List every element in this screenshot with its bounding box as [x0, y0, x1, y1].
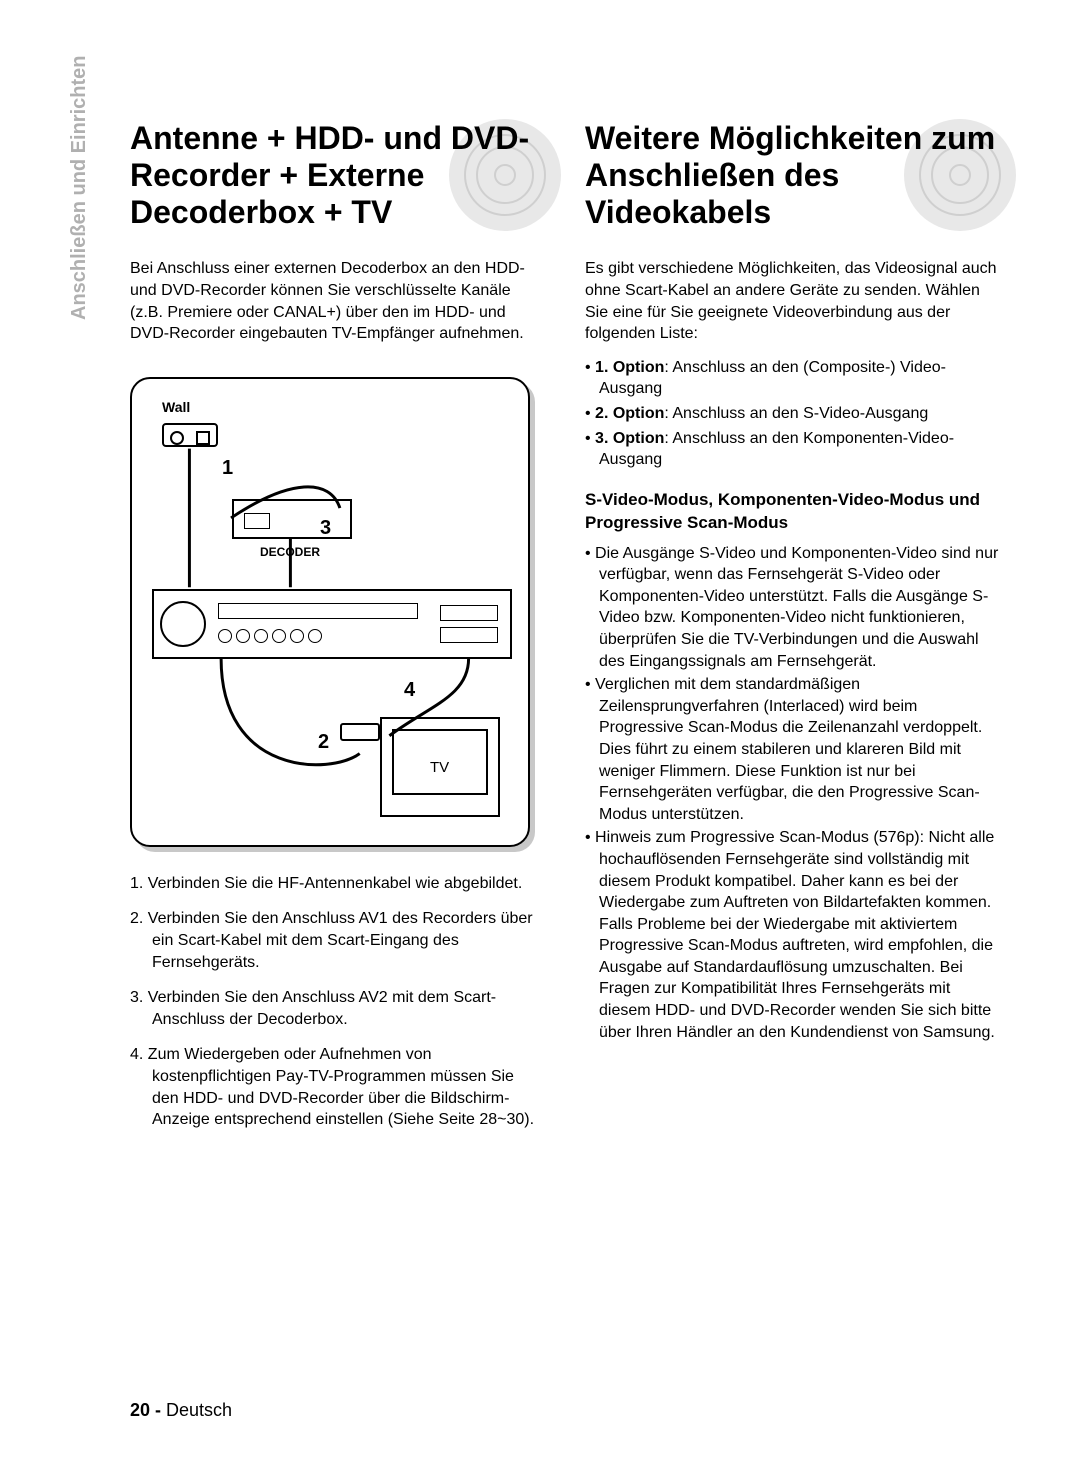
step-4: 4. Zum Wiedergeben oder Aufnehmen von ko… [130, 1044, 545, 1130]
fig-tv-label: TV [430, 759, 449, 776]
option-3: • 3. Option: Anschluss an den Komponente… [585, 428, 1000, 471]
fig-wall-label: Wall [162, 399, 190, 415]
sv-bullet-2-text: Verglichen mit dem standardmäßigen Zeile… [595, 676, 982, 823]
option-1: • 1. Option: Anschluss an den (Composite… [585, 357, 1000, 400]
step-1: 1. Verbinden Sie die HF-Antennenkabel wi… [130, 873, 545, 895]
left-title: Antenne + HDD- und DVD-Recorder + Extern… [130, 120, 545, 230]
left-heading: Antenne + HDD- und DVD-Recorder + Extern… [130, 120, 545, 230]
sv-bullet-1: • Die Ausgänge S-Video und Komponenten-V… [585, 543, 1000, 673]
sv-bullets: • Die Ausgänge S-Video und Komponenten-V… [585, 543, 1000, 1044]
option-2-text: : Anschluss an den S-Video-Ausgang [664, 405, 928, 422]
callout-4: 4 [404, 679, 415, 702]
sv-bullet-3: • Hinweis zum Progressive Scan-Modus (57… [585, 827, 1000, 1043]
step-3: 3. Verbinden Sie den Anschluss AV2 mit d… [130, 987, 545, 1030]
connection-diagram: Wall DECODER TV 1 [130, 377, 530, 847]
page-number: 20 - [130, 1400, 161, 1420]
step-2: 2. Verbinden Sie den Anschluss AV1 des R… [130, 908, 545, 973]
callout-2: 2 [318, 731, 329, 754]
option-1-label: 1. Option [595, 359, 664, 376]
right-title: Weitere Möglichkeiten zum Anschließen de… [585, 120, 1000, 230]
left-steps: 1. Verbinden Sie die HF-Antennenkabel wi… [130, 873, 545, 1131]
sv-bullet-1-text: Die Ausgänge S-Video und Komponenten-Vid… [595, 545, 998, 670]
tv-icon: TV [380, 717, 500, 817]
callout-1: 1 [222, 457, 233, 480]
sv-bullet-3-text: Hinweis zum Progressive Scan-Modus (576p… [595, 829, 995, 1040]
option-2-label: 2. Option [595, 405, 664, 422]
left-intro: Bei Anschluss einer externen Decoderbox … [130, 258, 545, 344]
right-heading: Weitere Möglichkeiten zum Anschließen de… [585, 120, 1000, 230]
page-footer: 20 - Deutsch [130, 1400, 232, 1421]
recorder-icon [152, 589, 512, 659]
right-column: Weitere Möglichkeiten zum Anschließen de… [585, 120, 1000, 1145]
wall-outlet-icon [162, 423, 218, 447]
fig-decoder-label: DECODER [260, 545, 320, 559]
option-3-label: 3. Option [595, 430, 664, 447]
section-tab: Anschließen und Einrichten [68, 56, 91, 320]
option-2: • 2. Option: Anschluss an den S-Video-Au… [585, 403, 1000, 425]
left-column: Antenne + HDD- und DVD-Recorder + Extern… [130, 120, 545, 1145]
sv-subheading: S-Video-Modus, Komponenten-Video-Modus u… [585, 489, 1000, 535]
decoder-icon [232, 499, 352, 539]
options-list: • 1. Option: Anschluss an den (Composite… [585, 357, 1000, 471]
sv-bullet-2: • Verglichen mit dem standardmäßigen Zei… [585, 674, 1000, 825]
callout-3: 3 [320, 517, 331, 540]
right-intro: Es gibt verschiedene Möglichkeiten, das … [585, 258, 1000, 344]
page-content: Antenne + HDD- und DVD-Recorder + Extern… [0, 0, 1080, 1205]
footer-lang: Deutsch [161, 1400, 232, 1420]
